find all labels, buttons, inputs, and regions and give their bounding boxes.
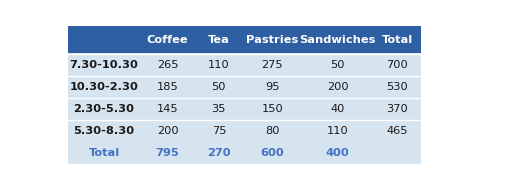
- Bar: [140, 76, 195, 98]
- Bar: [373, 54, 421, 76]
- Bar: [140, 26, 195, 54]
- Text: 50: 50: [212, 82, 226, 92]
- Text: 35: 35: [212, 104, 226, 114]
- Text: 700: 700: [386, 60, 408, 70]
- Text: Coffee: Coffee: [147, 35, 188, 45]
- Bar: [302, 142, 373, 164]
- Text: Pastries: Pastries: [246, 35, 298, 45]
- Text: 265: 265: [157, 60, 178, 70]
- Text: 530: 530: [386, 82, 408, 92]
- Bar: [68, 98, 140, 120]
- Bar: [140, 120, 195, 142]
- Text: 270: 270: [207, 148, 231, 158]
- Bar: [140, 142, 195, 164]
- Text: 600: 600: [260, 148, 284, 158]
- Text: Total: Total: [381, 35, 413, 45]
- Bar: [373, 98, 421, 120]
- Bar: [195, 76, 242, 98]
- Bar: [302, 54, 373, 76]
- Text: 75: 75: [212, 126, 226, 136]
- Bar: [242, 98, 302, 120]
- Bar: [140, 98, 195, 120]
- Bar: [242, 76, 302, 98]
- Bar: [68, 120, 140, 142]
- Text: 150: 150: [261, 104, 283, 114]
- Bar: [68, 26, 140, 54]
- Text: 7.30-10.30: 7.30-10.30: [70, 60, 139, 70]
- Bar: [302, 120, 373, 142]
- Text: 40: 40: [331, 104, 345, 114]
- Text: 370: 370: [386, 104, 408, 114]
- Bar: [195, 54, 242, 76]
- Bar: [68, 76, 140, 98]
- Bar: [195, 142, 242, 164]
- Text: 145: 145: [157, 104, 178, 114]
- Text: Tea: Tea: [208, 35, 230, 45]
- Bar: [242, 26, 302, 54]
- Text: 795: 795: [156, 148, 179, 158]
- Text: 200: 200: [327, 82, 349, 92]
- Bar: [373, 76, 421, 98]
- Bar: [302, 26, 373, 54]
- Bar: [68, 142, 140, 164]
- Bar: [242, 142, 302, 164]
- Text: 400: 400: [326, 148, 350, 158]
- Bar: [302, 98, 373, 120]
- Text: 80: 80: [265, 126, 279, 136]
- Bar: [195, 98, 242, 120]
- Bar: [373, 142, 421, 164]
- Bar: [373, 120, 421, 142]
- Bar: [242, 120, 302, 142]
- Bar: [373, 26, 421, 54]
- Text: 200: 200: [157, 126, 178, 136]
- Text: 2.30-5.30: 2.30-5.30: [74, 104, 134, 114]
- Text: 95: 95: [265, 82, 279, 92]
- Text: 110: 110: [327, 126, 349, 136]
- Bar: [302, 76, 373, 98]
- Text: 50: 50: [331, 60, 345, 70]
- Text: Sandwiches: Sandwiches: [299, 35, 376, 45]
- Bar: [242, 54, 302, 76]
- Text: 185: 185: [157, 82, 178, 92]
- Text: 465: 465: [386, 126, 408, 136]
- Bar: [68, 54, 140, 76]
- Bar: [195, 26, 242, 54]
- Bar: [140, 54, 195, 76]
- Text: 10.30-2.30: 10.30-2.30: [70, 82, 139, 92]
- Text: 275: 275: [261, 60, 283, 70]
- Text: 110: 110: [208, 60, 230, 70]
- Bar: [195, 120, 242, 142]
- Text: 5.30-8.30: 5.30-8.30: [74, 126, 134, 136]
- Text: Total: Total: [88, 148, 120, 158]
